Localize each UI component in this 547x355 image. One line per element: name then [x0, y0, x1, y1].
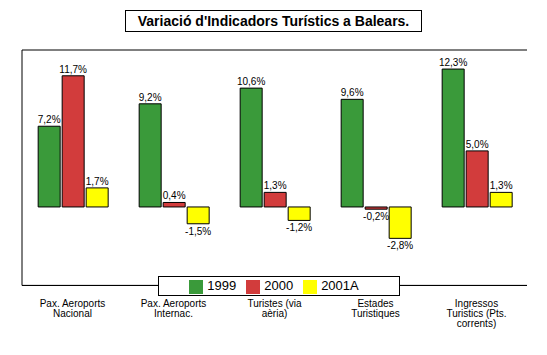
svg-text:-1,5%: -1,5% [185, 226, 211, 237]
html-text:2000: 2000 [264, 278, 294, 293]
svg-text:9,6%: 9,6% [341, 87, 364, 98]
svg-text:9,2%: 9,2% [139, 92, 162, 103]
svg-text:1,3%: 1,3% [490, 180, 513, 191]
svg-text:0,4%: 0,4% [163, 190, 186, 201]
svg-text:7,2%: 7,2% [38, 114, 61, 125]
svg-text:Pax. AeroportsInternac.: Pax. AeroportsInternac. [141, 298, 207, 319]
svg-text:EstadesTuristiques: EstadesTuristiques [351, 298, 400, 319]
svg-text:Turistes (viaaèria): Turistes (viaaèria) [247, 298, 302, 319]
html-text:1999: 1999 [207, 278, 237, 293]
svg-text:10,6%: 10,6% [237, 76, 265, 87]
svg-text:11,7%: 11,7% [59, 64, 87, 75]
svg-text:-0,2%: -0,2% [363, 211, 389, 222]
svg-text:-1,2%: -1,2% [286, 222, 312, 233]
svg-text:5,0%: 5,0% [466, 139, 489, 150]
svg-text:Pax. AeroportsNacional: Pax. AeroportsNacional [40, 298, 106, 319]
svg-text:12,3%: 12,3% [439, 57, 467, 68]
html-text:2001A: 2001A [321, 278, 359, 293]
svg-text:-2,8%: -2,8% [387, 240, 413, 251]
svg-text:1,7%: 1,7% [86, 176, 109, 187]
svg-text:1,3%: 1,3% [264, 180, 287, 191]
html-text:Variació d'Indicadors Turístic: Variació d'Indicadors Turístics a Balear… [137, 13, 410, 29]
svg-text:IngressosTuristics (Pts.corren: IngressosTuristics (Pts.corrents) [446, 298, 506, 329]
